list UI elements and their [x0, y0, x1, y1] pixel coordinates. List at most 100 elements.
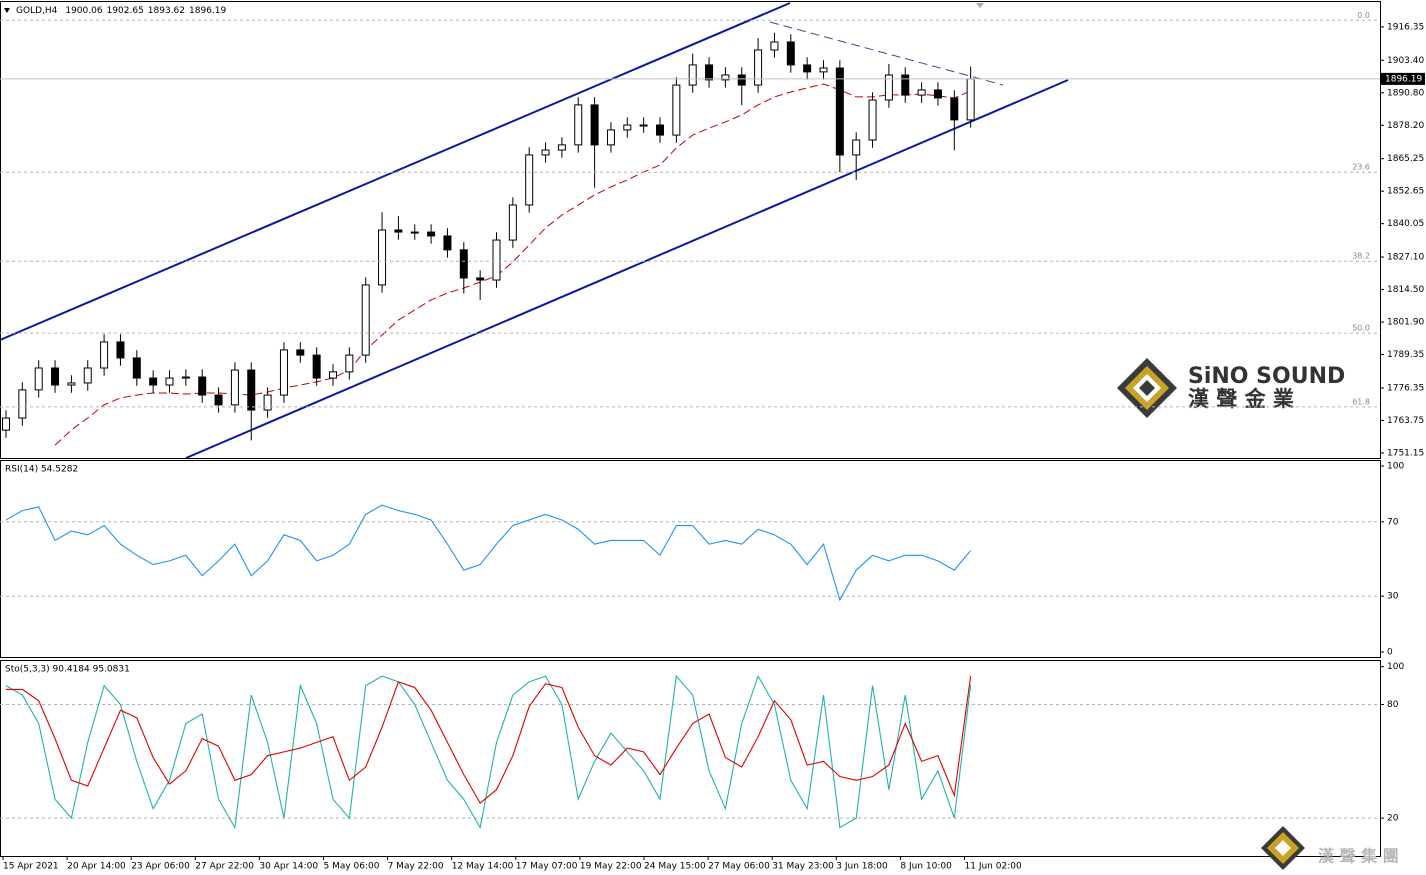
- candle-body: [688, 64, 697, 86]
- candle-body: [868, 99, 877, 141]
- main-layer: [1, 2, 1069, 458]
- fib-label: 38.2: [1352, 252, 1370, 261]
- candle-body: [803, 64, 812, 73]
- candle-body: [606, 129, 615, 146]
- header-value: 1900.06: [65, 6, 102, 16]
- candle-body: [394, 229, 403, 233]
- x-tick-label: 30 Apr 14:00: [259, 862, 318, 872]
- candle-body: [149, 377, 158, 386]
- candle-body: [18, 389, 27, 419]
- last-price-label: 1896.19: [1385, 74, 1422, 84]
- candle-body: [639, 124, 648, 127]
- candle-body: [83, 367, 92, 384]
- rsi-panel: [0, 460, 1381, 658]
- fib-label: 50.0: [1352, 324, 1370, 333]
- y-tick-label: 1890.80: [1387, 88, 1424, 98]
- candle-body: [852, 139, 861, 156]
- y-tick-label: 1852.65: [1387, 187, 1424, 197]
- last-price-box: [1381, 72, 1425, 85]
- candle-body: [378, 229, 387, 286]
- header-value: 1896.19: [189, 6, 226, 16]
- candle-body: [361, 284, 370, 356]
- indicator-line: [5, 504, 972, 602]
- panel-title: RSI(14) 54.5282: [5, 465, 78, 475]
- y-tick-label: 100: [1387, 662, 1404, 672]
- candle-body: [901, 74, 910, 96]
- fib-label: 61.8: [1352, 397, 1370, 406]
- footer-logo: 漢 聲 集 團: [1261, 826, 1399, 870]
- x-tick-label: 12 May 14:00: [452, 862, 514, 872]
- candle-body: [329, 371, 337, 379]
- y-tick-label: 1916.35: [1387, 22, 1424, 32]
- sto-panel: [0, 660, 1381, 857]
- candle-body: [835, 67, 844, 156]
- footer-chinese: 漢 聲 集 團: [1318, 847, 1399, 866]
- candle-body: [705, 64, 714, 81]
- x-tick-label: 23 Apr 06:00: [131, 862, 190, 872]
- candle-body: [492, 239, 501, 281]
- chart-title: GOLD,H4: [16, 6, 58, 16]
- x-tick-label: 31 May 23:00: [772, 862, 834, 872]
- y-tick-label: 0: [1387, 647, 1393, 657]
- indicator-line: [5, 674, 972, 830]
- candle-body: [672, 84, 681, 136]
- candle-body: [2, 417, 10, 431]
- candle-body: [917, 89, 926, 96]
- main-panel: [0, 1, 1381, 459]
- candle-body: [950, 97, 959, 121]
- x-tick-label: 27 May 06:00: [708, 862, 770, 872]
- y-tick-label: 1776.35: [1387, 383, 1424, 393]
- fib-label: 23.6: [1352, 163, 1370, 172]
- x-tick-label: 17 May 07:00: [516, 862, 578, 872]
- y-tick-label: 30: [1387, 592, 1399, 602]
- chart-title: GOLD,H4 1900.06 1902.65 1893.62 1896.19: [16, 6, 227, 16]
- logo: SiNO SOUND 漢 聲 金 業: [1117, 358, 1345, 418]
- candle-body: [737, 74, 746, 86]
- candle-body: [884, 74, 893, 101]
- candle-body: [508, 204, 517, 241]
- candle-body: [67, 382, 76, 386]
- channel-lower: [185, 79, 1069, 458]
- y-tick-label: 100: [1387, 462, 1404, 472]
- candle-body: [770, 41, 779, 51]
- y-tick-label: 1789.35: [1387, 350, 1424, 360]
- candle-body: [181, 376, 190, 379]
- candle-body: [427, 231, 436, 237]
- x-tick-label: 5 May 06:00: [324, 862, 380, 872]
- y-tick-label: 1840.05: [1387, 219, 1424, 229]
- channel-upper: [1, 2, 791, 341]
- y-tick-label: 1865.25: [1387, 154, 1424, 164]
- y-tick-label: 1903.40: [1387, 56, 1424, 66]
- candle-body: [51, 367, 60, 386]
- candle-body: [165, 377, 174, 386]
- x-tick-label: 20 Apr 14:00: [67, 862, 126, 872]
- candle-body: [279, 349, 288, 396]
- trend-line: [769, 21, 1004, 86]
- candle-body: [590, 104, 599, 146]
- y-tick-label: 1827.10: [1387, 253, 1424, 263]
- candle-body: [410, 231, 419, 234]
- candle-body: [754, 49, 763, 86]
- x-tick-label: 8 Jun 10:00: [900, 862, 952, 872]
- candle-body: [345, 354, 354, 373]
- header-value: 1902.65: [107, 6, 144, 16]
- candle-body: [34, 367, 43, 391]
- y-tick-label: 1814.50: [1387, 285, 1424, 295]
- candle-body: [230, 369, 239, 406]
- x-tick-label: 27 Apr 22:00: [195, 862, 254, 872]
- fib-label: 0.0: [1357, 11, 1370, 20]
- candle-body: [312, 354, 321, 379]
- candle-body: [443, 235, 452, 251]
- candle-body: [214, 394, 223, 406]
- candle-body: [476, 277, 485, 281]
- candle-body: [263, 394, 272, 411]
- candle-body: [132, 357, 141, 379]
- header-value: 1893.62: [148, 6, 185, 16]
- x-tick-label: 19 May 22:00: [580, 862, 642, 872]
- candle-body: [100, 341, 109, 369]
- candle-body: [656, 124, 664, 136]
- candle-body: [721, 74, 730, 81]
- candle-body: [819, 67, 828, 73]
